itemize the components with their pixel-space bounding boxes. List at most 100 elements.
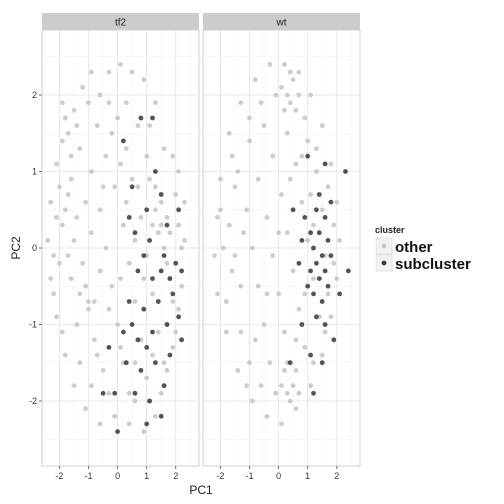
point-other — [247, 115, 252, 121]
point-other — [328, 314, 334, 320]
point-other — [314, 169, 319, 174]
point-subcluster — [308, 268, 313, 274]
point-other — [158, 390, 164, 396]
point-other — [94, 123, 100, 128]
point-subcluster — [325, 283, 331, 289]
point-other — [164, 260, 170, 266]
x-tick-label: 1 — [305, 471, 310, 481]
point-other — [147, 176, 153, 182]
point-other — [170, 153, 176, 159]
point-other — [118, 62, 123, 67]
point-other — [161, 245, 167, 251]
point-subcluster — [129, 322, 135, 327]
point-other — [74, 123, 80, 128]
point-other — [170, 299, 176, 304]
point-other — [170, 345, 176, 350]
point-other — [86, 306, 91, 312]
point-other — [311, 222, 316, 228]
point-subcluster — [167, 276, 173, 281]
panel-wt: wt — [202, 13, 361, 467]
point-other — [252, 77, 258, 83]
point-subcluster — [308, 352, 313, 358]
point-other — [71, 238, 77, 243]
point-other — [273, 92, 279, 98]
point-other — [284, 92, 290, 98]
y-axis: -2 -1 0 1 2 — [29, 90, 42, 406]
point-other — [62, 352, 68, 358]
legend: cluster other subcluster — [375, 225, 471, 273]
point-other — [319, 352, 325, 358]
point-other — [97, 421, 103, 427]
point-other — [287, 176, 293, 182]
point-subcluster — [296, 260, 302, 266]
point-other — [97, 92, 103, 98]
point-other — [121, 222, 126, 228]
point-other — [221, 245, 226, 251]
x-tick-label: 0 — [276, 471, 281, 481]
point-other — [86, 100, 91, 106]
point-subcluster — [314, 207, 319, 213]
point-other — [150, 352, 155, 358]
point-subcluster — [319, 299, 325, 304]
point-other — [290, 383, 296, 389]
point-subcluster — [132, 230, 138, 236]
point-other — [71, 107, 77, 113]
point-other — [284, 130, 290, 136]
point-subcluster — [150, 276, 155, 281]
point-other — [126, 421, 132, 427]
point-other — [132, 360, 138, 366]
point-other — [282, 368, 287, 373]
point-subcluster — [170, 291, 176, 297]
x-tick-label: 0 — [115, 471, 120, 481]
point-other — [173, 329, 179, 335]
point-other — [68, 276, 74, 281]
point-other — [86, 299, 91, 304]
point-other — [74, 322, 80, 327]
point-other — [65, 192, 71, 197]
point-other — [229, 268, 235, 274]
point-other — [223, 329, 229, 335]
point-subcluster — [319, 253, 325, 258]
x-tick-label: -1 — [246, 471, 254, 481]
point-other — [126, 390, 132, 396]
point-subcluster — [129, 184, 135, 190]
point-other — [173, 192, 179, 197]
y-tick-label: 1 — [32, 167, 37, 177]
point-subcluster — [328, 253, 334, 258]
y-tick-label: -1 — [29, 319, 37, 329]
point-other — [328, 161, 334, 167]
point-subcluster — [290, 207, 296, 213]
point-other — [48, 276, 54, 281]
point-other — [261, 322, 267, 327]
point-subcluster — [316, 230, 322, 236]
point-subcluster — [346, 268, 351, 274]
point-other — [57, 260, 62, 266]
point-other — [106, 69, 112, 75]
point-other — [54, 161, 59, 167]
point-other — [273, 390, 279, 396]
point-other — [77, 291, 83, 297]
point-other — [218, 207, 223, 213]
point-other — [270, 253, 276, 258]
point-subcluster — [311, 291, 316, 297]
point-subcluster — [135, 268, 141, 274]
point-other — [299, 199, 305, 205]
point-other — [264, 413, 270, 419]
point-other — [54, 314, 59, 320]
point-other — [293, 368, 299, 373]
point-subcluster — [322, 268, 328, 274]
point-subcluster — [121, 138, 126, 144]
point-other — [48, 199, 54, 205]
point-subcluster — [299, 322, 305, 327]
point-other — [215, 291, 220, 297]
point-other — [311, 276, 316, 281]
point-subcluster — [158, 413, 164, 419]
point-other — [164, 368, 170, 373]
point-other — [308, 383, 313, 389]
point-subcluster — [311, 390, 316, 396]
point-subcluster — [126, 215, 132, 220]
point-subcluster — [176, 207, 182, 213]
point-subcluster — [325, 238, 331, 243]
point-other — [62, 115, 68, 121]
point-other — [158, 199, 164, 205]
